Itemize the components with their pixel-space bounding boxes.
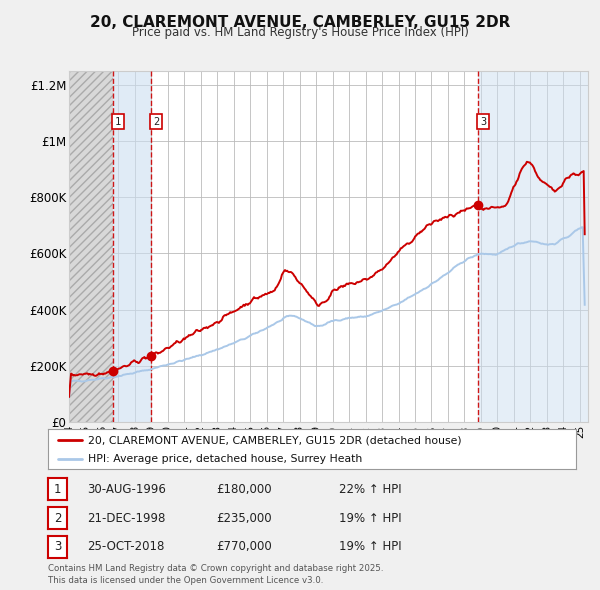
Text: 20, CLAREMONT AVENUE, CAMBERLEY, GU15 2DR: 20, CLAREMONT AVENUE, CAMBERLEY, GU15 2D…: [90, 15, 510, 30]
Text: £180,000: £180,000: [216, 483, 272, 496]
Text: 1: 1: [115, 117, 121, 127]
Text: 21-DEC-1998: 21-DEC-1998: [87, 512, 166, 525]
Text: 2: 2: [153, 117, 159, 127]
Text: 30-AUG-1996: 30-AUG-1996: [87, 483, 166, 496]
Text: £235,000: £235,000: [216, 512, 272, 525]
Text: 19% ↑ HPI: 19% ↑ HPI: [339, 512, 401, 525]
Text: 25-OCT-2018: 25-OCT-2018: [87, 540, 164, 553]
Bar: [113, 71, 151, 422]
Bar: [69, 71, 113, 422]
Text: 2: 2: [54, 512, 61, 525]
Text: 19% ↑ HPI: 19% ↑ HPI: [339, 540, 401, 553]
Text: £770,000: £770,000: [216, 540, 272, 553]
Text: HPI: Average price, detached house, Surrey Heath: HPI: Average price, detached house, Surr…: [88, 454, 362, 464]
Text: Contains HM Land Registry data © Crown copyright and database right 2025.
This d: Contains HM Land Registry data © Crown c…: [48, 565, 383, 585]
Text: 20, CLAREMONT AVENUE, CAMBERLEY, GU15 2DR (detached house): 20, CLAREMONT AVENUE, CAMBERLEY, GU15 2D…: [88, 435, 461, 445]
Text: 1: 1: [54, 483, 61, 496]
Text: Price paid vs. HM Land Registry's House Price Index (HPI): Price paid vs. HM Land Registry's House …: [131, 26, 469, 39]
Text: 22% ↑ HPI: 22% ↑ HPI: [339, 483, 401, 496]
Text: 3: 3: [54, 540, 61, 553]
Bar: [478, 71, 588, 422]
Text: 3: 3: [480, 117, 486, 127]
